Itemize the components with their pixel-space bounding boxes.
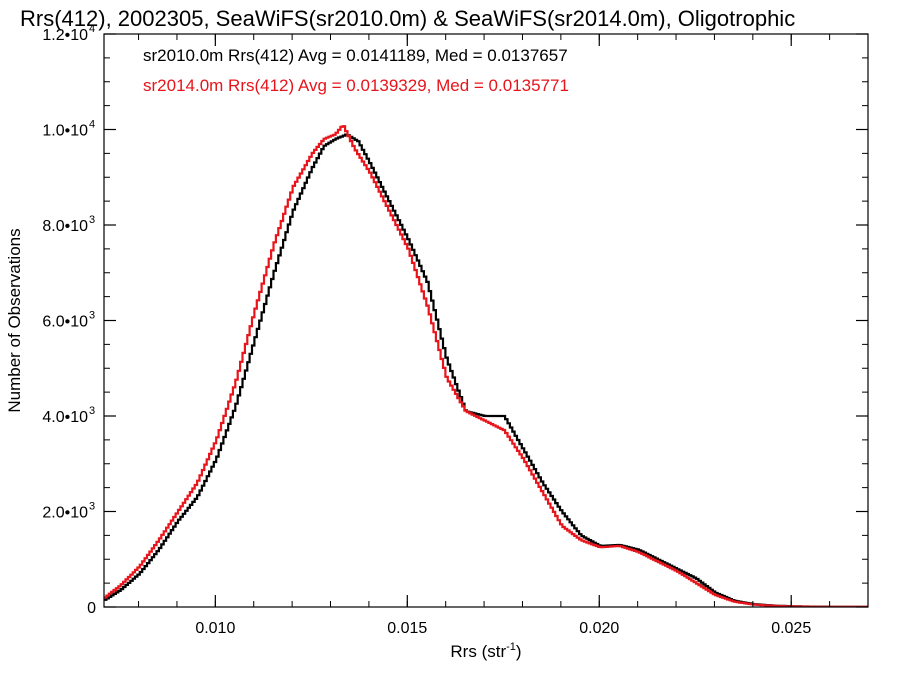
y-tick-label-2: 4.0•10 <box>42 409 88 426</box>
y-axis: 02.0•10 34.0•10 36.0•10 38.0•10 31.0•10 41.2•… <box>42 23 868 617</box>
y-tick-label-exponent-3: 3 <box>89 310 95 322</box>
y-tick-label-exponent-2: 3 <box>89 405 95 417</box>
y-tick-label-exponent-4: 3 <box>89 214 95 226</box>
x-tick-label-0: 0.010 <box>195 620 235 637</box>
y-tick-label-exponent-5: 4 <box>89 119 95 131</box>
x-axis: 0.010 0.015 0.020 0.025 <box>138 34 831 637</box>
y-tick-label-0: 0 <box>87 600 96 617</box>
legend-entry-1: sr2010.0m Rrs(412) Avg = 0.0141189, Med … <box>143 46 568 65</box>
x-axis-label: Rrs (str-1) <box>450 641 521 661</box>
y-tick-label-exponent-6: 4 <box>89 23 95 35</box>
y-tick-label-3: 6.0•10 <box>42 314 88 331</box>
x-tick-label-2: 0.020 <box>579 620 619 637</box>
series-line-2 <box>104 125 868 607</box>
x-axis-label-text: Rrs (str <box>450 642 506 661</box>
y-tick-label-1: 2.0•10 <box>42 505 88 522</box>
y-tick-label-6: 1.2•10 <box>42 27 88 44</box>
legend: sr2010.0m Rrs(412) Avg = 0.0141189, Med … <box>143 46 569 95</box>
x-axis-label-exponent: -1 <box>506 641 516 653</box>
plot-frame <box>103 33 869 608</box>
series-line-1 <box>104 133 868 607</box>
x-axis-label-close: ) <box>516 642 522 661</box>
x-tick-label-1: 0.015 <box>387 620 427 637</box>
y-tick-label-5: 1.0•10 <box>42 123 88 140</box>
y-tick-label-exponent-1: 3 <box>89 501 95 513</box>
series-layer <box>104 125 868 607</box>
chart-title: Rrs(412), 2002305, SeaWiFS(sr2010.0m) & … <box>20 6 795 31</box>
x-tick-label-3: 0.025 <box>771 620 811 637</box>
y-tick-label-4: 8.0•10 <box>42 218 88 235</box>
legend-entry-2: sr2014.0m Rrs(412) Avg = 0.0139329, Med … <box>143 76 569 95</box>
y-axis-label: Number of Observations <box>5 228 24 412</box>
